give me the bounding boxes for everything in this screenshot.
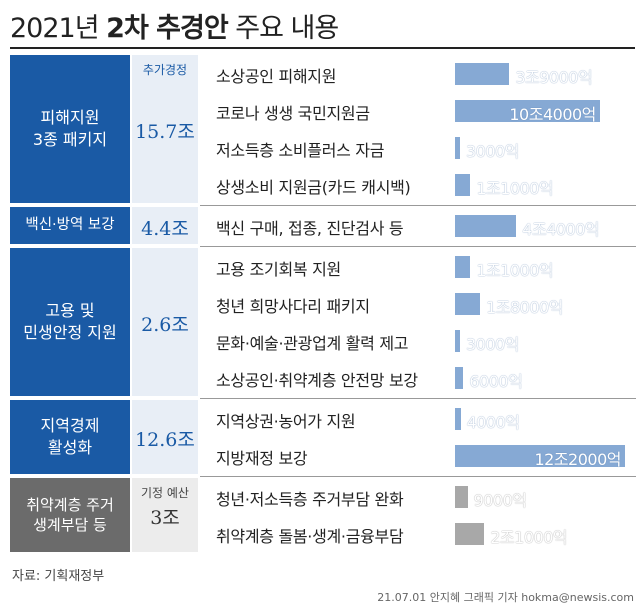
item-label: 지방재정 보강 xyxy=(216,449,308,468)
value-bar xyxy=(455,63,510,85)
category-label: 고용 및 민생안정 지원 xyxy=(10,248,130,396)
category-label: 피해지원 3종 패키지 xyxy=(10,55,130,203)
bar-value-label: 1조1000억 xyxy=(476,179,554,198)
value-bar xyxy=(455,256,471,278)
source-note: 자료: 기획재정부 xyxy=(12,569,105,584)
item-label: 코로나 생생 국민지원금 xyxy=(216,104,370,123)
amount-caption: 추가경정 xyxy=(142,63,188,77)
bar-value-label: 1조1000억 xyxy=(476,261,554,280)
bar-value-label: 3조9000억 xyxy=(515,68,593,87)
value-bar xyxy=(455,486,468,508)
group-divider xyxy=(200,398,636,399)
item-label: 취약계층 돌봄·생계·금융부담 xyxy=(216,527,404,546)
bar-value-label: 4조4000억 xyxy=(522,220,600,239)
item-label: 고용 조기회복 지원 xyxy=(216,260,341,279)
item-label: 소상공인 피해지원 xyxy=(216,67,337,86)
bar-value-label: 4000억 xyxy=(466,413,520,432)
group-amount: 15.7조 xyxy=(135,121,195,143)
bar-value-label: 12조2000억 xyxy=(534,450,621,469)
bar-value-label: 9000억 xyxy=(473,491,527,510)
group-divider xyxy=(200,476,636,477)
value-bar xyxy=(455,445,625,467)
bar-value-label: 6000억 xyxy=(469,372,523,391)
value-bar xyxy=(455,523,485,545)
value-bar xyxy=(455,215,517,237)
amount-column xyxy=(132,400,198,474)
category-label: 백신·방역 보강 xyxy=(10,207,130,244)
item-label: 백신 구매, 접종, 진단검사 등 xyxy=(216,219,404,238)
credit-note: 21.07.01 안지혜 그래픽 기자 hokma@newsis.com xyxy=(377,591,634,604)
title-year: 2021년 xyxy=(10,13,100,44)
group-amount: 3조 xyxy=(150,507,180,529)
title-rule xyxy=(10,47,635,49)
amount-column xyxy=(132,55,198,203)
bar-value-label: 3000억 xyxy=(466,142,519,161)
value-bar xyxy=(455,367,464,389)
group-amount: 12.6조 xyxy=(135,429,195,451)
bar-value-label: 1조8000억 xyxy=(486,298,563,317)
amount-column xyxy=(132,248,198,396)
amount-column xyxy=(132,478,198,552)
page-title: 2021년 2차 추경안 주요 내용 xyxy=(10,6,339,45)
title-rest: 주요 내용 xyxy=(235,13,339,44)
bar-value-label: 2조1000억 xyxy=(490,528,568,547)
value-bar xyxy=(455,408,461,430)
group-amount: 2.6조 xyxy=(141,314,189,336)
bar-value-label: 10조4000억 xyxy=(509,105,596,124)
item-label: 저소득층 소비플러스 자금 xyxy=(216,141,385,160)
category-label: 취약계층 주거 생계부담 등 xyxy=(10,478,130,552)
value-bar xyxy=(455,100,600,122)
item-label: 지역상권·농어가 지원 xyxy=(216,412,356,431)
group-divider xyxy=(200,205,636,206)
category-label: 지역경제 활성화 xyxy=(10,400,130,474)
value-bar xyxy=(455,174,471,196)
item-label: 상생소비 지원금(카드 캐시백) xyxy=(216,178,411,197)
value-bar xyxy=(455,137,460,159)
item-label: 청년 희망사다리 패키지 xyxy=(216,297,370,316)
amount-column xyxy=(132,207,198,244)
group-amount: 4.4조 xyxy=(141,218,189,240)
value-bar xyxy=(455,293,481,315)
group-divider xyxy=(200,246,636,247)
item-label: 청년·저소득층 주거부담 완화 xyxy=(216,490,404,509)
item-label: 문화·예술·관광업계 활력 제고 xyxy=(216,334,409,353)
amount-caption: 기정 예산 xyxy=(141,486,189,500)
item-label: 소상공인·취약계층 안전망 보강 xyxy=(216,371,418,390)
bar-value-label: 3000억 xyxy=(466,335,519,354)
title-bold: 2차 추경안 xyxy=(106,13,229,44)
value-bar xyxy=(455,330,460,352)
